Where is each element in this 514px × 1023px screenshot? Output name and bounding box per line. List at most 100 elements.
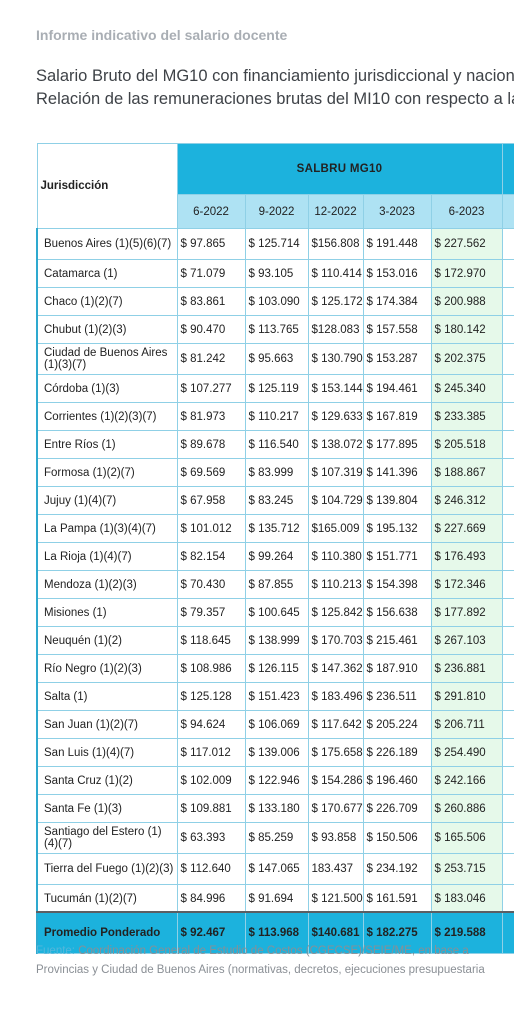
- table-row: Chubut (1)(2)(3) $ 90.470 $ 113.765 $128.08…: [36, 315, 514, 344]
- salary-cell: $ 236.511: [362, 682, 432, 711]
- salary-cell: $ 70.430: [176, 570, 246, 599]
- jurisdiction-name: Santa Fe (1)(3): [36, 794, 178, 823]
- salary-cell: $ 138.999: [244, 626, 309, 655]
- table-row: Tierra del Fuego (1)(2)(3) $ 112.640 $ 147…: [36, 853, 514, 885]
- jurisdiction-name: Jujuy (1)(4)(7): [36, 486, 178, 515]
- salary-cell: $ 107.277: [176, 374, 246, 403]
- table-row: Río Negro (1)(2)(3) $ 108.986 $ 126.115 $ 1…: [36, 654, 514, 683]
- salary-cell: $ 110.414: [307, 259, 364, 288]
- salary-cell: $ 226.189: [362, 738, 432, 767]
- salary-cell: $ 191.448: [362, 228, 432, 260]
- salary-cell: $ 174.384: [362, 287, 432, 316]
- salary-cell: $ 81.242: [176, 343, 246, 375]
- footer-overflow-cell: [501, 912, 514, 954]
- salary-cell: $ 117.642: [307, 710, 364, 739]
- salary-cell: $ 151.423: [244, 682, 309, 711]
- overflow-cell: [501, 794, 514, 823]
- table-row: Tucumán (1)(2)(7) $ 84.996 $ 91.694 $ 121.5…: [36, 884, 514, 913]
- overflow-cell: [501, 402, 514, 431]
- salary-cell: $ 90.470: [176, 315, 246, 344]
- weighted-average-value: $ 219.588: [430, 912, 503, 954]
- overflow-cell: [501, 228, 514, 260]
- overflow-cell: [501, 884, 514, 913]
- salary-cell: $ 101.012: [176, 514, 246, 543]
- salary-cell: $ 172.346: [430, 570, 503, 599]
- report-kicker: Informe indicativo del salario docente: [36, 27, 288, 43]
- salary-cell: $ 153.144: [307, 374, 364, 403]
- salary-cell: $ 79.357: [176, 598, 246, 627]
- period-header: 3-2023: [362, 194, 432, 229]
- overflow-cell: [501, 430, 514, 459]
- jurisdiction-name: Chaco (1)(2)(7): [36, 287, 178, 316]
- salary-cell: $ 85.259: [244, 822, 309, 854]
- salary-cell: $ 83.999: [244, 458, 309, 487]
- table-row: Ciudad de Buenos Aires (1)(3)(7) $ 81.242…: [36, 343, 514, 375]
- salary-cell: $ 113.765: [244, 315, 309, 344]
- salary-cell: $ 157.558: [362, 315, 432, 344]
- jurisdiction-name: Salta (1): [36, 682, 178, 711]
- salary-cell: $ 125.842: [307, 598, 364, 627]
- salary-cell: $ 156.638: [362, 598, 432, 627]
- overflow-cell: [501, 315, 514, 344]
- period-header: 6-2022: [176, 194, 246, 229]
- salary-cell: $ 170.703: [307, 626, 364, 655]
- table-row: Catamarca (1) $ 71.079 $ 93.105 $ 110.414 $ …: [36, 259, 514, 288]
- salary-cell: $ 125.714: [244, 228, 309, 260]
- table-row: Mendoza (1)(2)(3) $ 70.430 $ 87.855 $ 110.2…: [36, 570, 514, 599]
- overflow-cell: [501, 542, 514, 571]
- overflow-cell: [501, 682, 514, 711]
- jurisdiction-name: Mendoza (1)(2)(3): [36, 570, 178, 599]
- overflow-cell: [501, 710, 514, 739]
- jurisdiction-header: Jurisdicción: [36, 143, 178, 229]
- table-row: Corrientes (1)(2)(3)(7) $ 81.973 $ 110.217…: [36, 402, 514, 431]
- salary-cell: $ 236.881: [430, 654, 503, 683]
- weighted-average-value: $ 182.275: [362, 912, 432, 954]
- weighted-average-value: $140.681: [307, 912, 364, 954]
- salary-cell: $ 141.396: [362, 458, 432, 487]
- table-row: Santa Cruz (1)(2) $ 102.009 $ 122.946 $ 154…: [36, 766, 514, 795]
- overflow-cell: [501, 514, 514, 543]
- table-row: Chaco (1)(2)(7) $ 83.861 $ 103.090 $ 125.17…: [36, 287, 514, 316]
- salary-cell: $ 177.895: [362, 430, 432, 459]
- salary-cell: $ 99.264: [244, 542, 309, 571]
- salary-cell: $ 153.016: [362, 259, 432, 288]
- salary-cell: $ 63.393: [176, 822, 246, 854]
- jurisdiction-name: Santiago del Estero (1)(4)(7): [36, 822, 178, 854]
- period-header-row: 6-2022 9-2022 12-2022 3-2023 6-2023: [37, 194, 514, 229]
- salary-cell: $ 102.009: [176, 766, 246, 795]
- salary-cell: $ 200.988: [430, 287, 503, 316]
- overflow-cell: [501, 570, 514, 599]
- source-line-1: Fuente: Coordinación General de Estudio …: [36, 945, 469, 957]
- overflow-cell: [501, 486, 514, 515]
- period-header: 9-2022: [244, 194, 309, 229]
- table-row: Misiones (1) $ 79.357 $ 100.645 $ 125.842 $ …: [36, 598, 514, 627]
- overflow-cell: [501, 374, 514, 403]
- subtitle-line-1: Salario Bruto del MG10 con financiamient…: [36, 67, 514, 85]
- salary-cell: $ 110.217: [244, 402, 309, 431]
- salary-cell: $ 246.312: [430, 486, 503, 515]
- salary-cell: $ 167.819: [362, 402, 432, 431]
- salary-cell: $ 176.493: [430, 542, 503, 571]
- salary-cell: $ 110.380: [307, 542, 364, 571]
- salary-cell: $ 153.287: [362, 343, 432, 375]
- table-row: Entre Ríos (1) $ 89.678 $ 116.540 $ 138.072…: [36, 430, 514, 459]
- table-row: Jujuy (1)(4)(7) $ 67.958 $ 83.245 $ 104.729…: [36, 486, 514, 515]
- table-row: Buenos Aires (1)(5)(6)(7) $ 97.865 $ 125.7…: [36, 228, 514, 260]
- table-row: San Luis (1)(4)(7) $ 117.012 $ 139.006 $ 17…: [36, 738, 514, 767]
- salary-cell: $ 110.213: [307, 570, 364, 599]
- overflow-cell: [501, 458, 514, 487]
- overflow-cell: [501, 343, 514, 375]
- salary-cell: $ 106.069: [244, 710, 309, 739]
- jurisdiction-name: Tierra del Fuego (1)(2)(3): [36, 853, 178, 885]
- salary-cell: $ 89.678: [176, 430, 246, 459]
- salary-cell: $ 202.375: [430, 343, 503, 375]
- jurisdiction-name: Entre Ríos (1): [36, 430, 178, 459]
- jurisdiction-name: San Luis (1)(4)(7): [36, 738, 178, 767]
- salary-cell: $128.083: [307, 315, 364, 344]
- table-row: San Juan (1)(2)(7) $ 94.624 $ 106.069 $ 117…: [36, 710, 514, 739]
- salary-cell: $ 188.867: [430, 458, 503, 487]
- table-row: Santiago del Estero (1)(4)(7) $ 63.393 $ 8…: [36, 822, 514, 854]
- overflow-cell: [501, 626, 514, 655]
- jurisdiction-name: Corrientes (1)(2)(3)(7): [36, 402, 178, 431]
- salary-cell: $156.808: [307, 228, 364, 260]
